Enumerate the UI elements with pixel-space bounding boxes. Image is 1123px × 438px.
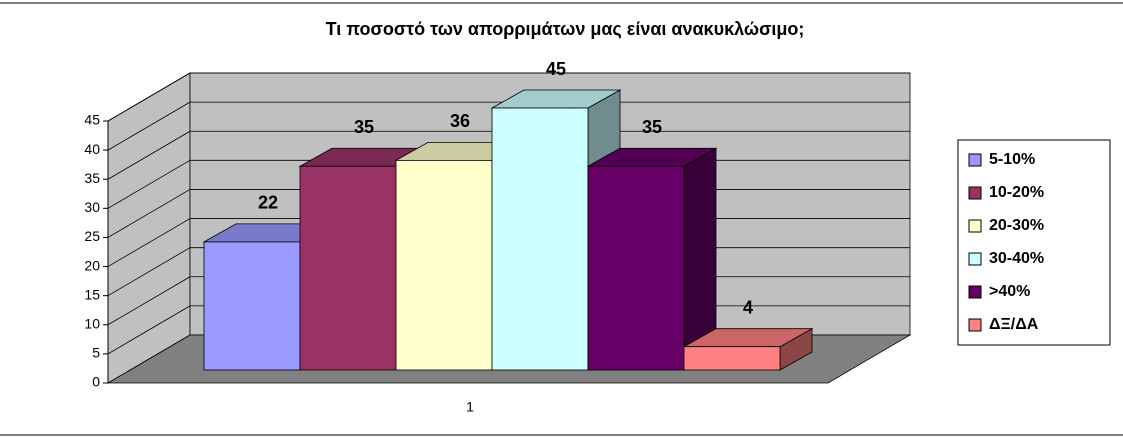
y-tick-label: 25 — [84, 228, 100, 244]
grid-line — [107, 218, 191, 267]
grid-line — [107, 305, 191, 355]
grid-line — [107, 247, 191, 297]
bar — [491, 107, 589, 371]
data-label: 35 — [642, 117, 662, 137]
data-label: 4 — [743, 297, 753, 317]
grid-line — [107, 189, 191, 238]
bar — [203, 241, 301, 371]
bar — [683, 346, 781, 371]
y-tick-label: 35 — [84, 170, 100, 186]
bar — [299, 165, 397, 371]
y-tick-label: 45 — [84, 112, 100, 128]
legend-label: ΔΞ/ΔΑ — [989, 316, 1039, 333]
data-label: 35 — [354, 117, 374, 137]
grid-line — [107, 130, 191, 180]
y-tick-label: 10 — [84, 315, 100, 331]
y-tick-label: 40 — [84, 141, 100, 157]
legend-label: 30-40% — [989, 250, 1044, 267]
legend-swatch — [968, 285, 982, 299]
legend-swatch — [968, 186, 982, 200]
data-label: 36 — [450, 111, 470, 131]
y-tick-label: 20 — [84, 257, 100, 273]
grid-line — [107, 72, 191, 122]
bar — [395, 159, 493, 371]
bar — [587, 165, 685, 371]
grid-line — [107, 276, 191, 326]
legend-swatch — [968, 252, 982, 266]
legend-label: 20-30% — [989, 217, 1044, 234]
legend-label: 10-20% — [989, 184, 1044, 201]
grid-line — [107, 101, 191, 151]
data-label: 45 — [546, 59, 566, 79]
y-tick-label: 0 — [92, 374, 100, 390]
y-tick-label: 30 — [84, 199, 100, 215]
legend — [957, 139, 1111, 346]
legend-swatch — [968, 219, 982, 233]
legend-label: >40% — [989, 283, 1030, 300]
legend-label: 5-10% — [989, 151, 1035, 168]
x-tick-label: 1 — [466, 399, 474, 415]
y-tick-label: 15 — [84, 286, 100, 302]
grid-line — [107, 159, 191, 209]
data-label: 22 — [258, 193, 278, 213]
side-wall — [107, 72, 191, 384]
legend-swatch — [968, 318, 982, 332]
legend-swatch — [968, 153, 982, 167]
y-tick-label: 5 — [92, 345, 100, 361]
chart-title: Τι ποσοστό των απορριμάτων μας είναι ανα… — [326, 19, 805, 39]
